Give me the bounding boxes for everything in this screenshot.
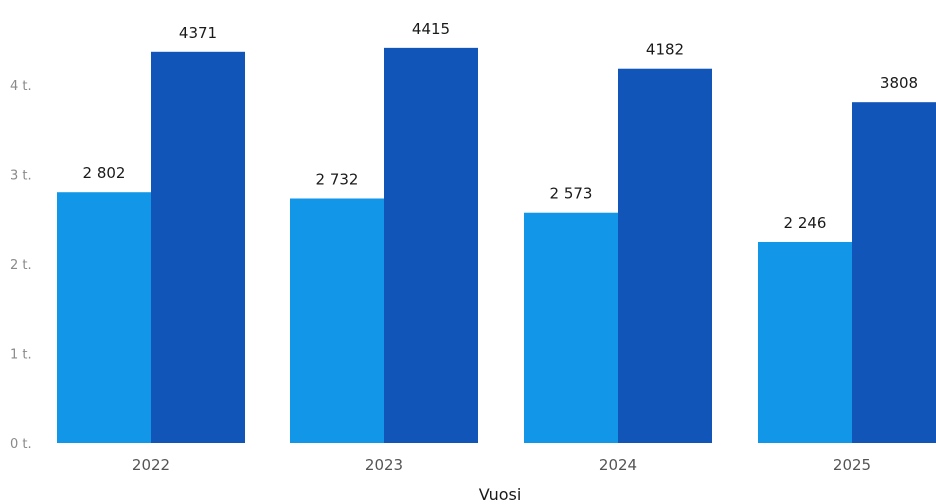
y-axis: 0 t. 1 t. 2 t. 3 t. 4 t.: [10, 79, 32, 452]
y-tick-label: 2 t.: [10, 258, 32, 273]
data-label: 2 246: [784, 214, 827, 232]
bar-2023-series-2: [384, 47, 478, 444]
y-tick-label: 4 t.: [10, 79, 32, 94]
data-label: 4371: [179, 24, 217, 42]
bar-2022-series-1: [57, 192, 151, 443]
data-label: 3808: [880, 74, 918, 92]
data-label: 4415: [412, 20, 450, 38]
bar-2023-series-1: [290, 198, 384, 443]
x-axis-label: Vuosi: [479, 485, 522, 504]
bar-2025-series-2: [852, 102, 936, 444]
data-label: 2 573: [550, 185, 593, 203]
bars: [57, 47, 936, 444]
data-label: 4182: [646, 41, 684, 59]
x-axis: 2022 2023 2024 2025: [132, 456, 871, 474]
y-tick-label: 1 t.: [10, 348, 32, 363]
x-tick-label: 2024: [599, 456, 637, 474]
data-label: 2 802: [83, 164, 126, 182]
y-tick-label: 3 t.: [10, 169, 32, 184]
x-tick-label: 2025: [833, 456, 871, 474]
data-labels: 2 802 4371 2 732 4415 2 573 4182 2 246 3808: [83, 20, 919, 232]
bar-2025-series-1: [758, 241, 852, 443]
data-label: 2 732: [316, 170, 359, 188]
x-tick-label: 2022: [132, 456, 170, 474]
bar-2024-series-1: [524, 212, 618, 443]
y-tick-label: 0 t.: [10, 437, 32, 452]
bar-2022-series-2: [151, 51, 245, 443]
x-tick-label: 2023: [365, 456, 403, 474]
bar-2024-series-2: [618, 68, 712, 443]
